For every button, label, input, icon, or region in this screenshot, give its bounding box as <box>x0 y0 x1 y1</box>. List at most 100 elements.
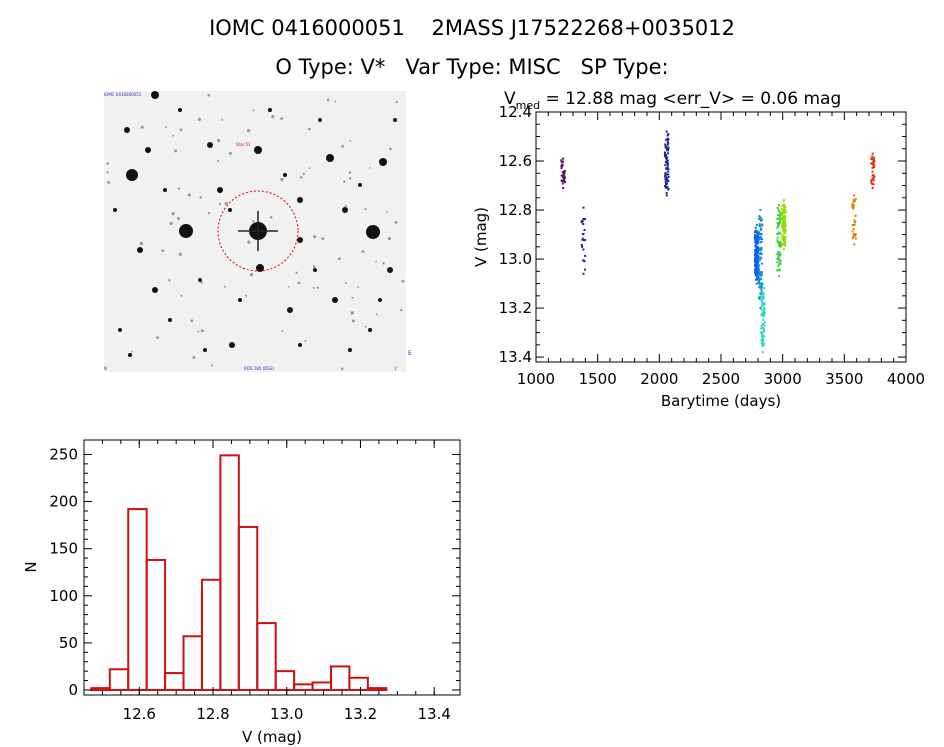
finder-star <box>179 224 193 238</box>
finder-faint-star <box>190 319 194 323</box>
finder-star <box>256 264 264 272</box>
lc-xtick-label: 3500 <box>825 370 863 388</box>
finder-star <box>254 146 262 154</box>
lc-point <box>854 197 857 200</box>
finder-star <box>313 268 317 272</box>
lc-ytick-label: 13.0 <box>499 250 532 268</box>
lc-point <box>665 138 668 141</box>
finder-star <box>268 108 272 112</box>
lc-point <box>872 156 875 159</box>
lc-point <box>783 231 786 234</box>
lc-point <box>760 289 763 292</box>
lc-point <box>757 235 760 238</box>
finder-faint-star <box>382 262 385 265</box>
lc-point <box>755 223 758 226</box>
lc-point <box>781 212 784 215</box>
lc-point <box>663 155 666 158</box>
histogram-bar <box>237 525 259 691</box>
lc-point <box>761 351 764 354</box>
finder-faint-star <box>245 294 248 297</box>
lc-point <box>762 311 765 314</box>
lc-point <box>755 262 758 265</box>
lc-point <box>854 233 857 236</box>
finder-faint-star <box>197 330 200 333</box>
finder-faint-star <box>247 129 251 133</box>
lc-point <box>665 145 668 148</box>
lc-point <box>762 327 765 330</box>
lc-point <box>583 260 586 263</box>
histogram-bar <box>182 635 203 691</box>
finder-faint-star <box>211 364 214 367</box>
lc-point <box>754 252 757 255</box>
lc-point <box>666 152 669 155</box>
lc-point <box>763 324 766 327</box>
finder-star <box>326 154 334 162</box>
finder-star <box>393 118 397 122</box>
finder-faint-star <box>161 249 165 253</box>
lc-point <box>779 219 782 222</box>
light-curve-xlabel: Barytime (days) <box>661 392 781 410</box>
finder-faint-star <box>280 117 284 120</box>
lc-point <box>763 311 766 314</box>
lc-point <box>757 250 760 253</box>
light-curve-points <box>560 130 876 354</box>
lc-point <box>560 160 563 163</box>
lc-point <box>560 167 563 170</box>
finder-faint-star <box>375 313 378 316</box>
lc-point <box>667 168 670 171</box>
lc-point <box>563 179 566 182</box>
lc-point <box>776 221 779 224</box>
chart-subtitle: O Type: V* Var Type: MISC SP Type: <box>275 55 669 79</box>
histogram-bar <box>219 454 240 691</box>
lc-point <box>664 172 667 175</box>
finder-faint-star <box>217 159 220 163</box>
finder-faint-star <box>295 271 298 274</box>
finder-faint-star <box>106 162 109 165</box>
lc-point <box>760 341 763 344</box>
lc-point <box>783 243 786 246</box>
lc-point <box>783 207 786 210</box>
lc-point <box>760 327 763 330</box>
light-curve: Vmed = 12.88 mag <err_V> = 0.06 mag 1000… <box>472 89 925 410</box>
lc-point <box>759 236 762 239</box>
finder-faint-star <box>187 193 191 197</box>
lc-point <box>666 143 669 146</box>
lc-point <box>754 237 757 240</box>
lc-point <box>778 210 781 213</box>
lc-point <box>761 271 764 274</box>
lc-xtick-label: 3000 <box>764 370 802 388</box>
finder-faint-star <box>340 367 344 370</box>
lc-point <box>583 239 586 242</box>
lc-point <box>777 275 780 278</box>
lc-point <box>870 162 873 165</box>
lc-point <box>666 178 669 181</box>
finder-star <box>387 267 393 273</box>
lc-point <box>563 170 566 173</box>
lc-point <box>783 242 786 245</box>
finder-faint-star <box>375 261 377 263</box>
lc-point <box>779 241 782 244</box>
finder-faint-star <box>307 127 311 131</box>
lc-point <box>778 244 781 247</box>
lc-ytick-label: 13.4 <box>499 348 532 366</box>
finder-star <box>152 287 158 293</box>
lc-point <box>583 228 586 231</box>
lc-ytick-label: 12.6 <box>499 152 532 170</box>
finder-faint-star <box>269 216 273 219</box>
lc-point <box>584 254 587 257</box>
lc-point <box>762 318 765 321</box>
lc-point <box>762 287 765 290</box>
finder-faint-star <box>386 211 389 214</box>
finder-star <box>318 118 322 122</box>
lc-point <box>582 259 585 262</box>
lc-point <box>760 305 763 308</box>
lc-ytick-label: 12.4 <box>499 103 532 121</box>
light-curve-plot-area <box>535 111 907 363</box>
lc-point <box>667 179 670 182</box>
finder-faint-star <box>297 281 301 285</box>
lc-point <box>562 172 565 175</box>
lc-point <box>756 273 759 276</box>
lc-point <box>851 236 854 239</box>
lc-point <box>758 277 761 280</box>
finder-faint-star <box>387 236 392 241</box>
